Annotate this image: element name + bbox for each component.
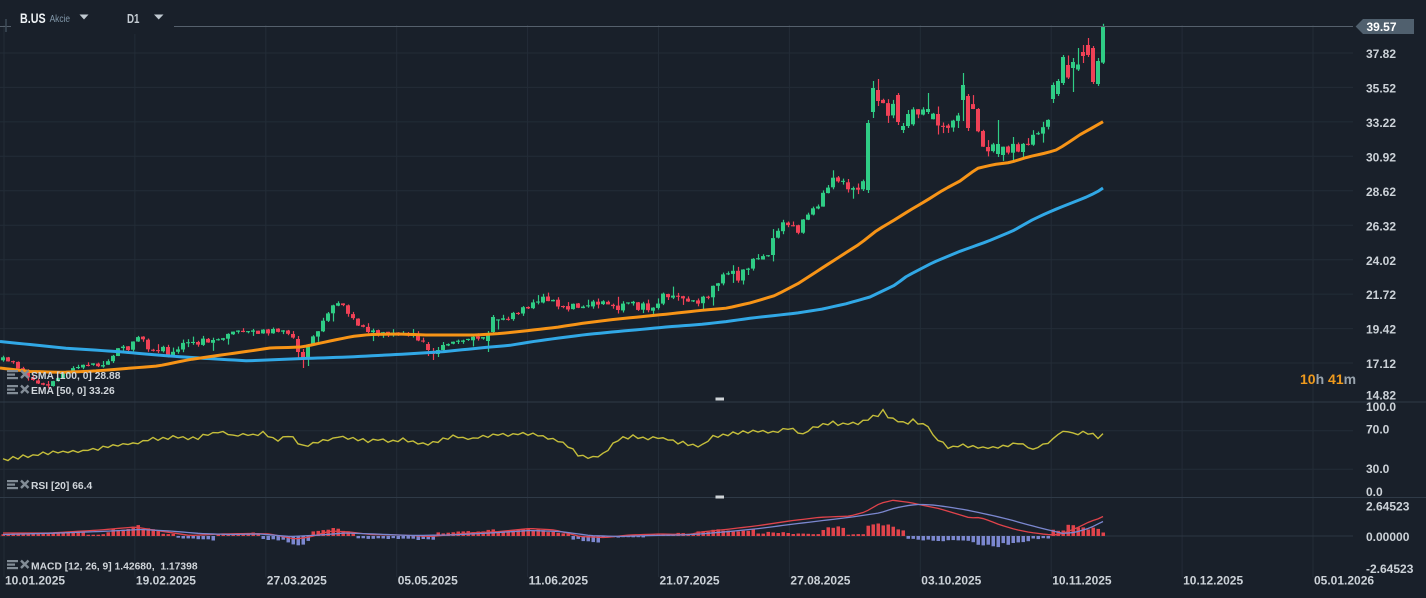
svg-text:B.US: B.US — [20, 10, 46, 26]
svg-text:19.02.2025: 19.02.2025 — [136, 573, 196, 587]
svg-text:Akcie: Akcie — [50, 14, 71, 25]
svg-text:35.52: 35.52 — [1366, 82, 1396, 96]
svg-text:37.82: 37.82 — [1366, 47, 1396, 61]
svg-text:D1: D1 — [127, 12, 140, 26]
svg-text:EMA [50, 0] 33.26: EMA [50, 0] 33.26 — [31, 386, 115, 397]
svg-text:SMA [100, 0] 28.88: SMA [100, 0] 28.88 — [31, 371, 121, 382]
svg-text:0.00000: 0.00000 — [1366, 530, 1410, 544]
svg-text:05.05.2025: 05.05.2025 — [398, 573, 458, 587]
svg-text:2.64523: 2.64523 — [1366, 500, 1410, 514]
svg-text:10.11.2025: 10.11.2025 — [1052, 573, 1112, 587]
svg-text:70.0: 70.0 — [1366, 423, 1390, 437]
svg-text:27.08.2025: 27.08.2025 — [790, 573, 850, 587]
svg-text:21.72: 21.72 — [1366, 288, 1396, 302]
svg-text:24.02: 24.02 — [1366, 254, 1396, 268]
svg-text:14.82: 14.82 — [1366, 389, 1396, 403]
svg-text:33.22: 33.22 — [1366, 116, 1396, 130]
svg-text:28.62: 28.62 — [1366, 185, 1396, 199]
svg-text:21.07.2025: 21.07.2025 — [660, 573, 720, 587]
svg-text:05.01.2026: 05.01.2026 — [1314, 573, 1374, 587]
svg-text:MACD [12, 26, 9] 1.42680, 1.1: MACD [12, 26, 9] 1.42680, 1.17398 — [31, 562, 198, 573]
svg-text:10.12.2025: 10.12.2025 — [1183, 573, 1243, 587]
svg-text:RSI [20] 66.4: RSI [20] 66.4 — [31, 481, 93, 492]
svg-text:11.06.2025: 11.06.2025 — [529, 573, 589, 587]
svg-text:26.32: 26.32 — [1366, 219, 1396, 233]
svg-text:30.0: 30.0 — [1366, 462, 1390, 476]
svg-text:39.57: 39.57 — [1367, 20, 1397, 34]
svg-text:10.01.2025: 10.01.2025 — [5, 573, 65, 587]
svg-text:-2.64523: -2.64523 — [1366, 562, 1414, 576]
svg-text:03.10.2025: 03.10.2025 — [921, 573, 981, 587]
svg-text:17.12: 17.12 — [1366, 357, 1396, 371]
svg-text:27.03.2025: 27.03.2025 — [267, 573, 327, 587]
svg-text:100.0: 100.0 — [1366, 400, 1396, 414]
svg-text:30.92: 30.92 — [1366, 150, 1396, 164]
svg-text:19.42: 19.42 — [1366, 323, 1396, 337]
svg-text:0.0: 0.0 — [1366, 485, 1383, 499]
svg-text:10h 41m: 10h 41m — [1300, 371, 1356, 387]
